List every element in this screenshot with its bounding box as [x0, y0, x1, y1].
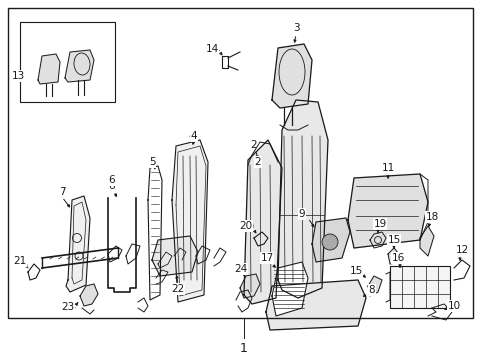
- Text: 19: 19: [373, 219, 386, 229]
- Text: 16: 16: [390, 255, 404, 265]
- Text: 6: 6: [108, 181, 115, 191]
- Text: 19: 19: [373, 221, 386, 231]
- Text: 15: 15: [386, 236, 400, 246]
- Text: 10: 10: [447, 301, 460, 311]
- Polygon shape: [387, 248, 399, 264]
- Polygon shape: [271, 44, 311, 108]
- Polygon shape: [311, 218, 349, 262]
- Text: 24: 24: [234, 264, 247, 274]
- Text: 7: 7: [59, 187, 65, 197]
- Text: 14: 14: [205, 44, 218, 54]
- Text: 8: 8: [368, 287, 375, 297]
- Text: 3: 3: [292, 23, 299, 33]
- Polygon shape: [271, 262, 307, 316]
- Text: 8: 8: [368, 285, 375, 295]
- Text: 15: 15: [348, 267, 362, 277]
- Text: 4: 4: [188, 131, 195, 141]
- Text: 13: 13: [11, 71, 24, 81]
- Polygon shape: [65, 50, 94, 82]
- Polygon shape: [419, 226, 433, 256]
- Text: 18: 18: [425, 212, 438, 222]
- Polygon shape: [347, 174, 427, 248]
- Text: 10: 10: [445, 302, 458, 312]
- Text: 15: 15: [348, 266, 362, 276]
- Text: 1: 1: [240, 342, 247, 355]
- Polygon shape: [244, 140, 282, 304]
- Text: 21: 21: [13, 256, 26, 266]
- Text: 12: 12: [454, 245, 468, 255]
- Polygon shape: [66, 196, 90, 292]
- Text: 16: 16: [390, 253, 404, 263]
- Text: 9: 9: [298, 209, 305, 219]
- Text: 7: 7: [59, 188, 65, 198]
- Text: 5: 5: [148, 157, 155, 167]
- Text: 11: 11: [381, 163, 394, 173]
- Polygon shape: [240, 274, 260, 298]
- Text: 9: 9: [298, 210, 305, 220]
- Text: 2: 2: [254, 157, 261, 167]
- Polygon shape: [80, 284, 98, 306]
- Text: 13: 13: [11, 71, 24, 81]
- Text: 17: 17: [261, 255, 274, 265]
- Circle shape: [321, 234, 337, 250]
- Text: 2: 2: [250, 140, 257, 150]
- Text: 5: 5: [148, 157, 155, 167]
- Polygon shape: [278, 100, 327, 298]
- Bar: [389, 266, 449, 308]
- Polygon shape: [172, 140, 207, 302]
- Text: 12: 12: [454, 247, 468, 257]
- Text: 20: 20: [241, 222, 254, 232]
- Text: 23: 23: [61, 302, 75, 312]
- Bar: [20, 22, 115, 102]
- Text: 6: 6: [108, 175, 115, 185]
- Text: 22: 22: [171, 285, 184, 295]
- Text: 21: 21: [15, 257, 29, 267]
- Polygon shape: [148, 166, 162, 300]
- Bar: [8, 8, 472, 318]
- Polygon shape: [367, 276, 381, 296]
- Text: 18: 18: [425, 213, 438, 223]
- Text: 23: 23: [63, 302, 77, 312]
- Text: 20: 20: [239, 221, 252, 231]
- Text: 14: 14: [207, 45, 220, 55]
- Text: 3: 3: [292, 23, 299, 33]
- Text: 15: 15: [386, 235, 400, 245]
- Polygon shape: [38, 54, 60, 84]
- Text: 11: 11: [381, 163, 394, 173]
- Text: 22: 22: [171, 284, 184, 294]
- Text: 4: 4: [190, 131, 197, 141]
- Text: 17: 17: [260, 253, 273, 263]
- Polygon shape: [152, 236, 198, 276]
- Polygon shape: [265, 280, 365, 330]
- Text: 24: 24: [235, 265, 248, 275]
